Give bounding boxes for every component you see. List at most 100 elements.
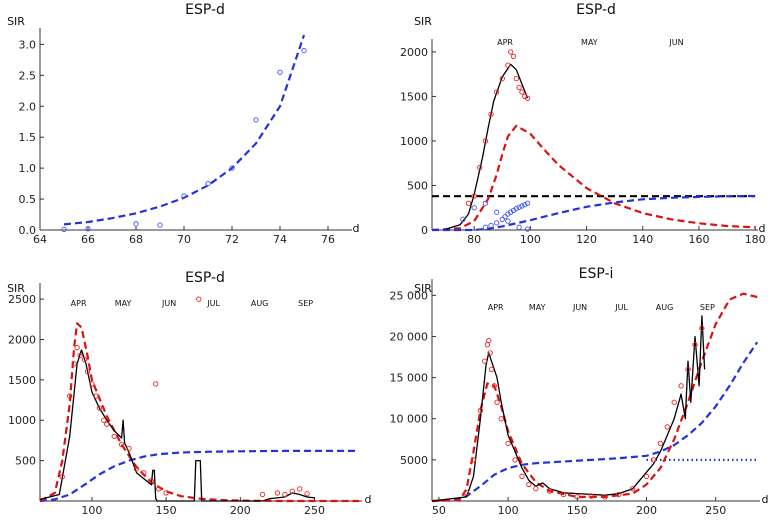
- data-point-infected-data: [657, 440, 664, 447]
- x-axis-label: d: [365, 493, 372, 506]
- data-point-recovered-data: [516, 204, 522, 210]
- data-point-recovered-data: [488, 222, 494, 229]
- chart-p3: ESP-d SIR d 100 150 200 250 500 1000 1500 2000 2500…: [7, 270, 371, 517]
- series-line-fit: [63, 34, 306, 226]
- series-line-recovered-model: [431, 341, 759, 503]
- month-label: MAY: [115, 299, 132, 308]
- data-point-infected-data: [81, 357, 88, 363]
- month-label: MAY: [581, 38, 598, 47]
- data-point-recovered-data: [482, 224, 489, 230]
- data-point-infected-data: [74, 344, 80, 351]
- chart-title: ESP-i: [579, 266, 614, 282]
- data-point-data: [277, 69, 283, 75]
- data-point-data: [205, 180, 211, 187]
- data-point-infected-data: [486, 337, 492, 344]
- data-point-infected-data: [510, 53, 517, 60]
- y-tick-label: 20 000: [390, 330, 429, 343]
- data-point-recovered-data: [493, 220, 500, 226]
- y-tick-label: 3.0: [19, 38, 37, 51]
- data-point-data: [253, 117, 259, 123]
- x-tick-label: 64: [33, 233, 47, 246]
- data-point-infected-data: [148, 478, 154, 484]
- data-point-deceased-data: [482, 200, 489, 206]
- chart-title: ESP-d: [185, 270, 225, 286]
- series-line-infected-model: [39, 322, 359, 503]
- data-point-infected-data: [505, 440, 511, 447]
- data-point-data: [61, 226, 67, 233]
- y-tick-label: 5000: [400, 454, 428, 467]
- data-point-infected-data: [141, 470, 147, 476]
- x-axis-label: d: [759, 222, 766, 235]
- data-point-deceased-data: [524, 226, 531, 232]
- month-label: MAY: [529, 303, 546, 312]
- y-tick-label: 2500: [8, 293, 36, 306]
- x-tick-label: 200: [230, 504, 251, 517]
- data-point-recovered-data: [519, 203, 525, 209]
- y-tick-label: 2000: [400, 46, 428, 59]
- x-tick-label: 100: [81, 504, 102, 517]
- data-point-infected-data: [487, 350, 493, 356]
- y-tick-label: 500: [15, 455, 36, 468]
- data-point-infected-data: [465, 200, 472, 206]
- series-line-recovered-model: [39, 449, 359, 503]
- y-tick-label: 15 000: [390, 372, 429, 385]
- y-axis-label: SIR: [414, 282, 432, 295]
- data-point-infected-data: [650, 457, 657, 463]
- x-tick-label: 80: [467, 233, 481, 246]
- data-point-infected-data: [104, 421, 110, 427]
- series-line-recovered-model: [432, 194, 756, 232]
- chart-p4: ESP-i SIR d 50 100 150 200 250 5000 10 000 15 000 2…: [390, 266, 769, 517]
- x-tick-label: 72: [225, 233, 239, 246]
- data-point-infected-data: [163, 490, 169, 496]
- data-point-infected-data: [156, 486, 162, 492]
- data-point-infected-data: [699, 325, 705, 331]
- y-tick-label: 2.0: [19, 100, 37, 113]
- x-tick-label: 100: [520, 233, 541, 246]
- x-tick-label: 250: [304, 504, 325, 517]
- data-point-infected-data: [488, 366, 495, 373]
- data-point-deceased-data: [516, 224, 522, 230]
- y-axis-label: SIR: [414, 15, 432, 28]
- data-point-infected-data: [471, 193, 477, 199]
- data-point-infected-data: [491, 383, 497, 389]
- y-tick-label: 1000: [8, 414, 36, 427]
- y-tick-label: 1500: [400, 90, 428, 103]
- data-point-infected-data: [304, 491, 310, 497]
- data-point-infected-data: [516, 84, 522, 91]
- data-point-infected-data: [574, 494, 580, 500]
- data-point-recovered-data: [524, 200, 531, 206]
- x-axis-label: d: [762, 493, 769, 506]
- month-label: AUG: [251, 299, 269, 308]
- month-label: AUG: [656, 303, 674, 312]
- data-point-infected-data: [519, 89, 525, 95]
- data-point-infected-data: [588, 493, 594, 499]
- data-point-infected-data: [526, 481, 532, 488]
- data-point-infected-data: [111, 433, 117, 440]
- data-point-recovered-data: [502, 213, 508, 220]
- data-point-infected-data: [59, 474, 65, 480]
- data-point-infected-data: [494, 399, 500, 405]
- data-point-infected-data: [482, 138, 489, 144]
- x-tick-label: 68: [129, 233, 143, 246]
- series-line-fitted: [445, 63, 529, 230]
- data-point-infected-data: [512, 457, 518, 463]
- data-point-infected-data: [678, 383, 684, 389]
- data-point-infected-data: [477, 407, 484, 414]
- y-tick-label: 1000: [400, 135, 428, 148]
- data-point-infected-data: [508, 49, 514, 55]
- data-point-infected-data: [126, 445, 132, 452]
- data-point-infected-data: [499, 75, 505, 82]
- data-point-infected-data: [71, 361, 77, 367]
- data-point-data: [133, 221, 139, 227]
- data-point-infected-data: [519, 473, 525, 479]
- data-point-infected-data: [96, 405, 103, 411]
- data-point-infected-data: [470, 457, 477, 463]
- data-point-infected-data: [692, 342, 698, 348]
- month-label: JUL: [206, 299, 220, 308]
- data-point-data: [181, 193, 187, 199]
- series-line-fitted: [39, 349, 315, 502]
- x-tick-label: 74: [273, 233, 287, 246]
- x-tick-label: 200: [636, 504, 657, 517]
- y-tick-label: 1.0: [19, 162, 37, 175]
- month-label: SEP: [700, 303, 715, 312]
